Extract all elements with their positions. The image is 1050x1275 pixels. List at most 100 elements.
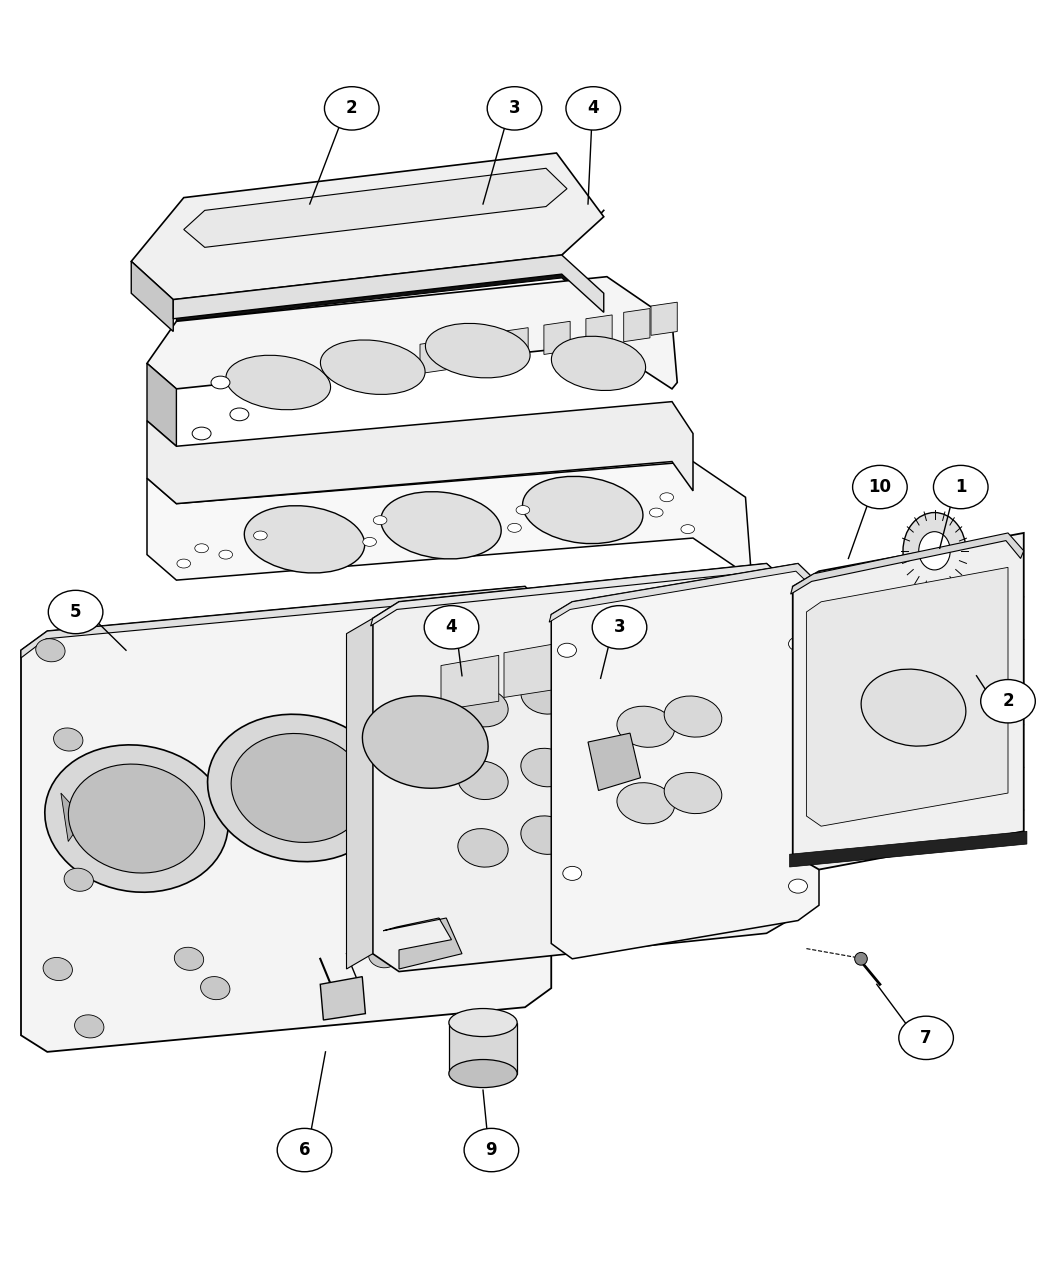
Ellipse shape (592, 606, 647, 649)
Ellipse shape (458, 761, 508, 799)
Polygon shape (449, 1023, 517, 1074)
Polygon shape (21, 586, 551, 658)
Polygon shape (383, 918, 462, 969)
Ellipse shape (521, 909, 550, 932)
Polygon shape (791, 533, 1024, 594)
Text: 5: 5 (70, 603, 81, 621)
Ellipse shape (320, 340, 425, 394)
Ellipse shape (449, 1009, 517, 1037)
Ellipse shape (523, 477, 643, 543)
Ellipse shape (230, 408, 249, 421)
Ellipse shape (68, 764, 205, 873)
Polygon shape (131, 261, 173, 332)
Ellipse shape (861, 669, 966, 746)
Ellipse shape (218, 551, 233, 560)
Polygon shape (586, 315, 612, 348)
Ellipse shape (449, 1060, 517, 1088)
Polygon shape (588, 733, 640, 790)
Ellipse shape (981, 680, 1035, 723)
Ellipse shape (680, 525, 695, 533)
Ellipse shape (75, 1015, 104, 1038)
Ellipse shape (192, 427, 211, 440)
Polygon shape (147, 402, 693, 504)
Polygon shape (502, 328, 528, 361)
Ellipse shape (36, 639, 65, 662)
Ellipse shape (521, 748, 571, 787)
Text: 7: 7 (920, 1029, 932, 1047)
Text: 2: 2 (345, 99, 358, 117)
Polygon shape (790, 831, 1027, 867)
Ellipse shape (208, 714, 391, 862)
Ellipse shape (383, 704, 520, 813)
Polygon shape (131, 153, 604, 300)
Polygon shape (371, 564, 793, 626)
Ellipse shape (899, 1016, 953, 1060)
Polygon shape (147, 277, 677, 389)
Ellipse shape (563, 867, 582, 880)
Ellipse shape (458, 688, 508, 727)
Ellipse shape (424, 606, 479, 649)
Ellipse shape (521, 816, 571, 854)
Ellipse shape (64, 868, 93, 891)
Ellipse shape (566, 87, 621, 130)
Ellipse shape (665, 696, 721, 737)
Polygon shape (549, 564, 819, 622)
Text: 10: 10 (868, 478, 891, 496)
Ellipse shape (579, 666, 629, 704)
Ellipse shape (254, 532, 267, 541)
Polygon shape (420, 340, 446, 374)
Polygon shape (147, 462, 751, 580)
Ellipse shape (919, 532, 950, 570)
Ellipse shape (516, 506, 530, 514)
Polygon shape (373, 564, 793, 972)
Text: 3: 3 (613, 618, 626, 636)
Polygon shape (544, 321, 570, 354)
Polygon shape (504, 643, 562, 697)
Polygon shape (567, 632, 625, 687)
Ellipse shape (659, 493, 674, 501)
Ellipse shape (277, 1128, 332, 1172)
Text: 6: 6 (299, 1141, 310, 1159)
Text: 9: 9 (485, 1141, 498, 1159)
Ellipse shape (348, 919, 377, 942)
Ellipse shape (226, 356, 331, 409)
Polygon shape (651, 302, 677, 335)
Ellipse shape (507, 524, 522, 533)
Ellipse shape (360, 685, 543, 833)
Ellipse shape (363, 538, 376, 546)
Ellipse shape (933, 465, 988, 509)
Ellipse shape (874, 615, 890, 635)
Ellipse shape (176, 558, 191, 569)
Polygon shape (147, 363, 176, 446)
Polygon shape (346, 618, 373, 969)
Polygon shape (21, 586, 551, 1052)
Ellipse shape (369, 945, 398, 968)
Ellipse shape (500, 887, 529, 910)
Ellipse shape (458, 829, 508, 867)
Ellipse shape (665, 773, 721, 813)
Ellipse shape (174, 947, 204, 970)
Polygon shape (176, 264, 607, 321)
Ellipse shape (617, 783, 674, 824)
Ellipse shape (855, 952, 867, 965)
Polygon shape (320, 977, 365, 1020)
Ellipse shape (231, 733, 368, 843)
Ellipse shape (464, 1128, 519, 1172)
Ellipse shape (381, 492, 501, 558)
Ellipse shape (649, 509, 664, 518)
Ellipse shape (54, 728, 83, 751)
Polygon shape (806, 567, 1008, 826)
Ellipse shape (362, 696, 488, 788)
Ellipse shape (45, 745, 228, 892)
Ellipse shape (43, 958, 72, 980)
Ellipse shape (903, 513, 966, 589)
Ellipse shape (425, 324, 530, 377)
Polygon shape (441, 655, 499, 710)
Ellipse shape (245, 506, 364, 572)
Text: 4: 4 (445, 618, 458, 636)
Text: 4: 4 (587, 99, 600, 117)
Ellipse shape (195, 544, 208, 553)
Text: 1: 1 (956, 478, 966, 496)
Ellipse shape (211, 376, 230, 389)
Ellipse shape (324, 87, 379, 130)
